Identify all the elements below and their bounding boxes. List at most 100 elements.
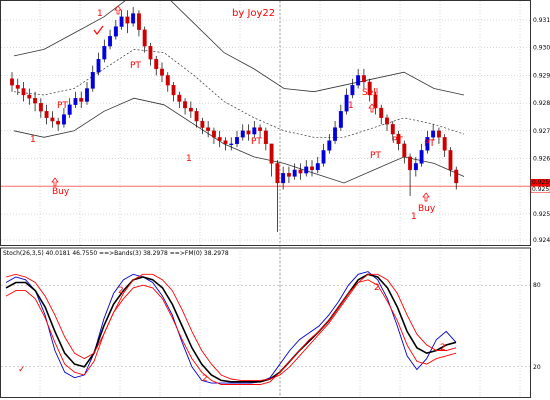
- candle-bullish: [235, 137, 239, 145]
- arrow-icon: [368, 103, 376, 113]
- candle-bearish: [448, 150, 453, 171]
- arrow-icon: [114, 5, 122, 15]
- candle-bullish: [425, 137, 430, 151]
- candle-bullish: [90, 72, 95, 89]
- chart-annotation: 1: [97, 9, 103, 19]
- chart-annotation: PT: [251, 137, 262, 147]
- candle-bearish: [125, 16, 130, 24]
- candle-bullish: [281, 173, 286, 184]
- candle-bearish: [79, 98, 84, 102]
- stochastic-oscillator: Stoch(26,3,5) 40.0181 46.7550 ==>Bands(3…: [1, 250, 530, 385]
- oscillator-annotation: 2: [374, 283, 380, 293]
- candle-bearish: [442, 137, 447, 151]
- candle-bearish: [246, 130, 251, 135]
- arrow-icon: [51, 177, 59, 187]
- candle-bearish: [217, 137, 222, 141]
- arrow-icon: [422, 192, 430, 202]
- candle-bullish: [85, 88, 89, 102]
- chart-annotation: 1: [30, 135, 36, 145]
- candle-bearish: [177, 94, 182, 102]
- oscillator-annotation: 2: [118, 286, 124, 296]
- chart-annotation: 1: [411, 212, 417, 222]
- candle-bearish: [194, 111, 199, 122]
- candle-bearish: [402, 143, 407, 158]
- chart-annotation: PT: [392, 136, 403, 146]
- price-axis: 0.93100 0.93015 0.92930 0.92845 0.92760 0.926…: [530, 17, 550, 371]
- candle-bearish: [436, 130, 441, 138]
- main-panel-frame: [0, 0, 531, 246]
- oscillator-legend: Stoch(26,3,5) 40.0181 46.7550 ==>Bands(3…: [3, 250, 229, 257]
- price-tick-label: 0.92505: [533, 211, 550, 218]
- chart-annotation: Sell: [362, 88, 378, 98]
- candle-bearish: [56, 120, 61, 125]
- candle-bullish: [321, 150, 326, 164]
- candle-bearish: [373, 94, 378, 109]
- oscillator-annotation: 2: [202, 374, 208, 384]
- current-price-label: 0.92590: [532, 179, 550, 186]
- oscillator-series-0: [5, 271, 457, 384]
- candle-bearish: [454, 169, 459, 184]
- candle-bearish: [136, 13, 141, 30]
- candle-bullish: [327, 140, 332, 151]
- oscillator-tick-label: 80: [533, 282, 541, 289]
- candle-bearish: [44, 111, 49, 118]
- chart-annotation: 1: [186, 154, 192, 164]
- chart-annotation: Buy: [418, 204, 436, 214]
- candle-bullish: [356, 75, 361, 86]
- oscillator-series-1: [5, 273, 457, 383]
- price-tick-label: 0.92425: [533, 237, 550, 244]
- bollinger-upper: [13, 0, 465, 96]
- oscillator-annotation: ✓: [18, 365, 26, 375]
- candle-bullish: [338, 111, 343, 128]
- candle-bullish: [229, 143, 234, 146]
- price-tick-label: 0.93015: [533, 45, 550, 52]
- candle-bearish: [21, 88, 26, 96]
- current-price-label: 0.92577: [532, 186, 550, 193]
- candle-bearish: [148, 45, 153, 60]
- candle-bearish: [50, 117, 55, 122]
- price-tick-label: 0.92760: [533, 128, 550, 135]
- candle-bearish: [27, 94, 32, 99]
- candle-bearish: [183, 101, 188, 109]
- candle-bullish: [131, 13, 136, 24]
- price-tick-label: 0.92675: [533, 156, 550, 163]
- candle-bullish: [73, 98, 78, 105]
- candle-bullish: [102, 45, 107, 60]
- candle-bearish: [38, 102, 43, 112]
- candle-bullish: [431, 130, 436, 138]
- candlesticks: [10, 7, 459, 232]
- candle-bearish: [310, 166, 314, 171]
- candle-bullish: [315, 163, 320, 171]
- price-box: [530, 185, 550, 193]
- candle-bullish: [113, 26, 118, 37]
- candle-bearish: [206, 127, 211, 131]
- bollinger-lower: [13, 97, 465, 184]
- chart-annotations: by Joy22 1 1 1 1 1 PT PT PT PT PT PT Buy Buy Sell: [30, 5, 436, 222]
- chart-title: by Joy22: [232, 8, 275, 19]
- candle-bearish: [396, 133, 401, 145]
- oscillator-panel-frame: [0, 247, 531, 398]
- candle-bullish: [240, 130, 245, 138]
- candle-bearish: [200, 120, 205, 128]
- candle-bullish: [119, 16, 124, 27]
- candle-bearish: [275, 163, 280, 184]
- chart-annotation: PT: [57, 101, 68, 111]
- candle-bearish: [211, 130, 216, 138]
- candle-bullish: [350, 85, 355, 96]
- candle-bearish: [154, 58, 159, 70]
- candle-bullish: [419, 150, 424, 164]
- candle-bullish: [252, 127, 257, 135]
- candle-bearish: [269, 143, 274, 164]
- candle-bearish: [258, 127, 263, 131]
- candle-bullish: [413, 163, 418, 171]
- bollinger-bands: [13, 0, 465, 184]
- oscillator-tick-label: 20: [533, 364, 541, 371]
- candle-bearish: [263, 130, 268, 145]
- candle-bearish: [15, 85, 20, 89]
- chart-annotation: PT: [370, 151, 381, 161]
- candle-bearish: [367, 81, 372, 96]
- chart-annotation: Buy: [52, 187, 70, 197]
- candle-bullish: [344, 94, 349, 112]
- candle-bearish: [298, 169, 303, 174]
